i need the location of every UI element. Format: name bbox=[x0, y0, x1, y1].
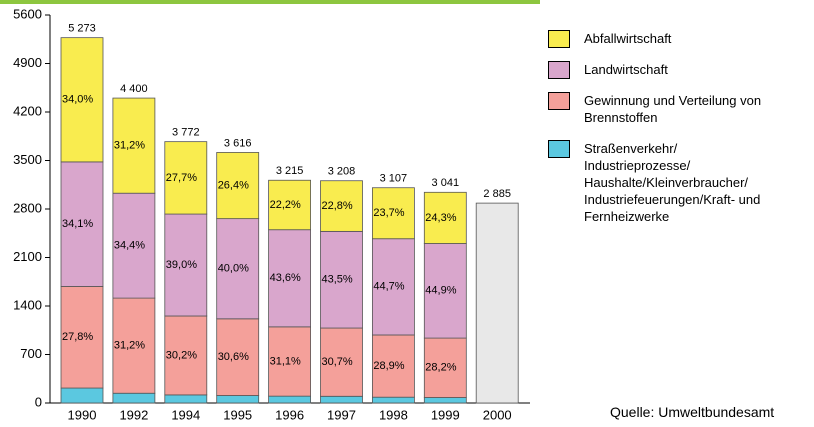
bar-segment bbox=[371, 238, 415, 336]
bar-segment bbox=[371, 396, 415, 404]
x-tick-label: 1996 bbox=[275, 407, 304, 422]
x-tick-label: 1998 bbox=[379, 407, 408, 422]
bar-segment bbox=[371, 334, 415, 398]
legend-label: Landwirtschaft bbox=[584, 62, 668, 77]
y-tick-label: 700 bbox=[20, 346, 42, 361]
total-label: 3 772 bbox=[172, 127, 200, 139]
bar-segment bbox=[268, 395, 312, 404]
x-tick-label: 1992 bbox=[119, 407, 148, 422]
total-label: 4 400 bbox=[120, 83, 148, 95]
y-tick-label: 2800 bbox=[13, 200, 42, 215]
segment-label: 40,0% bbox=[218, 263, 249, 275]
legend-label: Abfallwirtschaft bbox=[584, 31, 672, 46]
x-tick-label: 1997 bbox=[327, 407, 356, 422]
bar-segment bbox=[268, 179, 312, 231]
bar-segment bbox=[164, 213, 208, 317]
segment-label: 27,8% bbox=[62, 331, 93, 343]
segment-label: 24,3% bbox=[425, 212, 456, 224]
y-tick-label: 3500 bbox=[13, 152, 42, 167]
segment-label: 31,2% bbox=[114, 140, 145, 152]
y-tick-label: 2100 bbox=[13, 249, 42, 264]
segment-label: 27,7% bbox=[166, 172, 197, 184]
segment-label: 28,2% bbox=[425, 362, 456, 374]
segment-label: 30,2% bbox=[166, 349, 197, 361]
bar-segment bbox=[371, 187, 415, 240]
segment-label: 39,0% bbox=[166, 259, 197, 271]
segment-label: 22,8% bbox=[322, 200, 353, 212]
segment-label: 26,4% bbox=[218, 179, 249, 191]
legend-swatch bbox=[548, 30, 570, 48]
x-tick-label: 1994 bbox=[171, 407, 200, 422]
legend-item: Gewinnung und Verteilung von Brennstoffe… bbox=[548, 92, 808, 126]
legend-item: Straßenverkehr/ Industrieprozesse/ Haush… bbox=[548, 140, 808, 225]
bar-segment bbox=[320, 395, 363, 404]
bar-segment bbox=[112, 97, 156, 194]
segment-label: 44,9% bbox=[425, 285, 456, 297]
bar-segment bbox=[320, 180, 363, 232]
bar-segment bbox=[216, 152, 260, 220]
bar-segment bbox=[60, 286, 104, 389]
total-label: 3 215 bbox=[276, 165, 304, 177]
bar-segment bbox=[60, 161, 104, 287]
segment-label: 30,7% bbox=[322, 356, 353, 368]
chart: 0 700 1400 2100 2800 3500 4200 4900 5600 1990 27,8… bbox=[0, 0, 540, 422]
bar-segment bbox=[164, 394, 208, 404]
y-tick-label: 5600 bbox=[13, 6, 42, 21]
y-tick-label: 1400 bbox=[13, 297, 42, 312]
total-label: 3 041 bbox=[432, 177, 460, 189]
x-tick-label: 1999 bbox=[431, 407, 460, 422]
bar-segment bbox=[112, 392, 156, 404]
legend-swatch bbox=[548, 140, 570, 158]
legend-item: Landwirtschaft bbox=[548, 61, 808, 79]
bar-segment bbox=[423, 397, 467, 404]
y-tick-label: 4900 bbox=[13, 55, 42, 70]
bar-segment bbox=[423, 337, 467, 398]
segment-label: 31,2% bbox=[114, 340, 145, 352]
segment-label: 34,0% bbox=[62, 94, 93, 106]
legend-item: Abfallwirtschaft bbox=[548, 30, 808, 48]
y-tick-label: 0 bbox=[35, 394, 42, 409]
legend: Abfallwirtschaft Landwirtschaft Gewinnung … bbox=[548, 30, 808, 239]
bar-segment bbox=[60, 37, 104, 163]
legend-swatch bbox=[548, 92, 570, 110]
x-tick-label: 2000 bbox=[483, 407, 512, 422]
bar-segment bbox=[216, 218, 260, 320]
segment-label: 34,1% bbox=[62, 218, 93, 230]
segment-label: 43,6% bbox=[270, 272, 301, 284]
segment-label: 44,7% bbox=[373, 281, 404, 293]
bar-segment bbox=[216, 395, 260, 404]
bar-segment bbox=[423, 191, 467, 244]
top-band bbox=[0, 0, 540, 4]
source: Quelle: Umweltbundesamt bbox=[610, 404, 775, 420]
legend-label: Straßenverkehr/ Industrieprozesse/ Haush… bbox=[584, 141, 761, 224]
segment-label: 23,7% bbox=[373, 207, 404, 219]
segment-label: 28,9% bbox=[373, 360, 404, 372]
bar-segment bbox=[60, 387, 104, 404]
total-bar bbox=[475, 202, 519, 404]
bar-segment bbox=[216, 318, 260, 396]
segment-label: 31,1% bbox=[270, 355, 301, 367]
bar-segment bbox=[112, 297, 156, 394]
x-tick-label: 1995 bbox=[223, 407, 252, 422]
total-label: 3 616 bbox=[224, 137, 252, 149]
y-tick-label: 4200 bbox=[13, 103, 42, 118]
total-label: 3 107 bbox=[380, 173, 408, 185]
segment-label: 34,4% bbox=[114, 240, 145, 252]
segment-label: 43,5% bbox=[322, 274, 353, 286]
x-tick-label: 1990 bbox=[68, 407, 97, 422]
bar-segment bbox=[112, 192, 156, 299]
bar-segment bbox=[320, 327, 363, 397]
total-label: 3 208 bbox=[328, 166, 356, 178]
bar-segment bbox=[268, 326, 312, 397]
bar-segment bbox=[164, 141, 208, 215]
legend-label: Gewinnung und Verteilung von Brennstoffe… bbox=[584, 93, 762, 125]
segment-label: 30,6% bbox=[218, 351, 249, 363]
total-label: 2 885 bbox=[483, 188, 511, 200]
total-label: 5 273 bbox=[68, 23, 96, 35]
segment-label: 22,2% bbox=[270, 199, 301, 211]
legend-swatch bbox=[548, 61, 570, 79]
bar-segment bbox=[423, 243, 467, 339]
